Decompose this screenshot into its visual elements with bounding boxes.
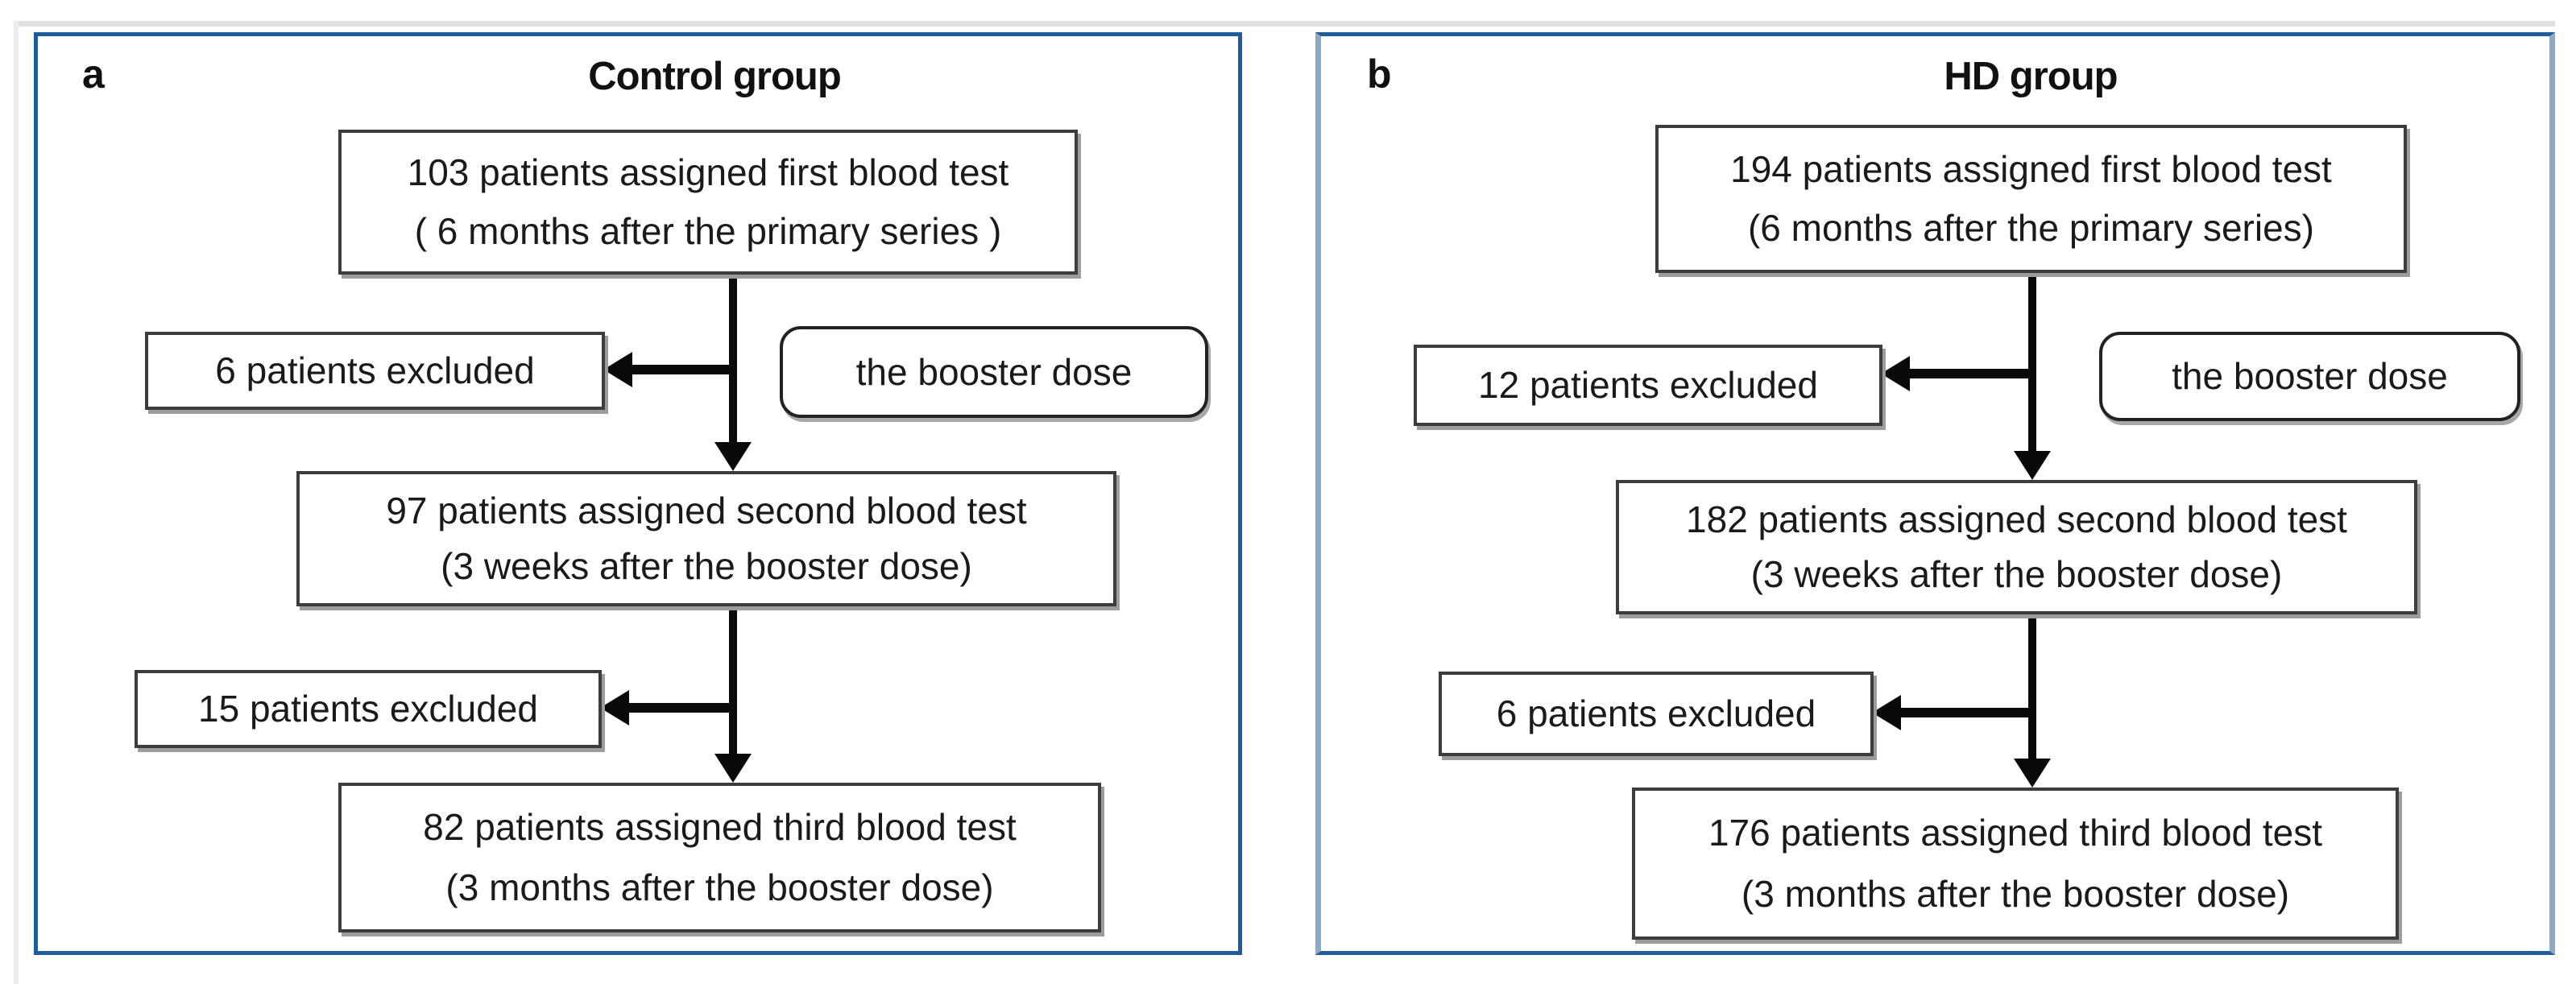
box-text-line: ( 6 months after the primary series ): [414, 209, 1002, 252]
box-text-line: 182 patients assigned second blood test: [1686, 498, 2347, 541]
panel-label-a: a: [82, 52, 105, 97]
flow-line-first-to-second: [729, 273, 737, 444]
box-text-line: the booster dose: [2172, 355, 2448, 398]
box-excluded-after-second: 6 patients excluded: [1439, 672, 1874, 756]
arrow-left-icon: [1872, 695, 1901, 730]
box-excluded-after-second: 15 patients excluded: [135, 670, 602, 748]
box-text-line: (3 months after the booster dose): [445, 866, 994, 908]
page-edge-left-line: [14, 21, 19, 984]
box-text-line: (3 weeks after the booster dose): [441, 544, 972, 587]
box-booster-dose: the booster dose: [780, 326, 1208, 418]
box-text-line: the booster dose: [855, 350, 1133, 393]
page-edge-top-line: [18, 21, 2555, 27]
box-text-line: 6 patients excluded: [1496, 693, 1816, 735]
box-booster-dose: the booster dose: [2099, 332, 2520, 421]
arrow-down-icon: [714, 754, 752, 783]
box-first-blood-test: 103 patients assigned first blood test (…: [338, 130, 1078, 275]
flow-line-second-to-third: [729, 605, 737, 755]
box-second-blood-test: 182 patients assigned second blood test …: [1616, 480, 2417, 614]
panel-title-control-group: Control group: [588, 55, 842, 98]
box-excluded-after-first: 6 patients excluded: [145, 332, 605, 410]
flow-line-second-to-third: [2028, 613, 2036, 760]
panel-control-group: a Control group 103 patients assigned fi…: [34, 32, 1242, 955]
panel-title-hd-group: HD group: [1944, 55, 2118, 98]
box-third-blood-test: 176 patients assigned third blood test (…: [1632, 788, 2399, 940]
box-text-line: 82 patients assigned third blood test: [423, 806, 1017, 849]
box-text-line: 103 patients assigned first blood test: [407, 151, 1009, 194]
box-text-line: 6 patients excluded: [215, 349, 535, 392]
box-text-line: 15 patients excluded: [198, 688, 538, 730]
box-text-line: 12 patients excluded: [1478, 364, 1818, 407]
panel-hd-group: b HD group 194 patients assigned first b…: [1315, 32, 2555, 955]
flow-line-first-to-second: [2028, 271, 2036, 453]
arrow-down-icon: [2014, 759, 2051, 788]
arrow-left-icon: [1881, 356, 1910, 391]
box-first-blood-test: 194 patients assigned first blood test (…: [1655, 125, 2407, 273]
flow-line-to-excluded-second: [1899, 708, 2036, 717]
box-second-blood-test: 97 patients assigned second blood test (…: [296, 471, 1116, 606]
arrow-down-icon: [2014, 451, 2051, 480]
box-text-line: (6 months after the primary series): [1747, 207, 2314, 250]
box-text-line: 97 patients assigned second blood test: [386, 490, 1027, 532]
box-text-line: 176 patients assigned third blood test: [1708, 812, 2323, 854]
flow-line-to-excluded-second: [627, 703, 737, 713]
arrow-left-icon: [603, 352, 632, 387]
panel-label-b: b: [1367, 52, 1392, 97]
arrow-left-icon: [600, 690, 629, 726]
box-text-line: (3 weeks after the booster dose): [1750, 553, 2283, 596]
flow-line-to-excluded-first: [631, 365, 737, 374]
arrow-down-icon: [714, 442, 752, 471]
box-text-line: 194 patients assigned first blood test: [1730, 147, 2332, 190]
box-third-blood-test: 82 patients assigned third blood test (3…: [338, 783, 1101, 932]
box-excluded-after-first: 12 patients excluded: [1414, 345, 1882, 426]
box-text-line: (3 months after the booster dose): [1741, 872, 2290, 915]
flow-line-to-excluded-first: [1908, 369, 2036, 378]
